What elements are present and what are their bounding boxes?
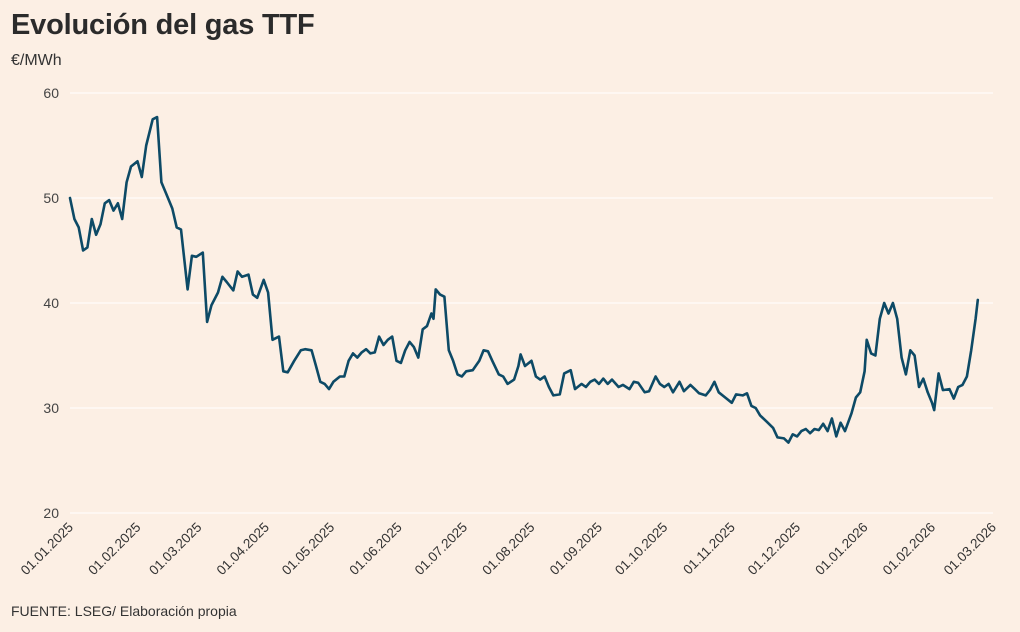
x-tick-label: 01.01.2026 [812,520,870,578]
x-tick-label: 01.04.2025 [214,520,272,578]
x-axis-ticks: 01.01.2025 01.02.2025 01.03.2025 01.04.2025… [18,520,999,578]
y-tick-label: 30 [43,400,59,416]
chart-title: Evolución del gas TTF [11,9,315,41]
unit-label: €/MWh [11,52,62,69]
x-tick-label: 01.06.2025 [346,520,404,578]
y-axis-ticks: 60 50 40 30 20 [43,85,59,521]
x-tick-label: 01.12.2025 [745,520,803,578]
y-tick-label: 50 [43,190,59,206]
x-tick-label: 01.03.2025 [146,520,204,578]
x-tick-label: 01.11.2025 [680,520,738,578]
x-tick-label: 01.01.2025 [18,520,76,578]
y-tick-label: 60 [43,85,59,101]
x-tick-label: 01.02.2025 [85,520,143,578]
x-tick-label: 01.07.2025 [412,520,470,578]
x-tick-label: 01.08.2025 [479,520,537,578]
x-tick-label: 01.02.2026 [880,520,938,578]
x-tick-label: 01.09.2025 [547,520,605,578]
x-tick-label: 01.10.2025 [612,520,670,578]
x-tick-label: 01.05.2025 [279,520,337,578]
y-tick-label: 20 [43,505,59,521]
source-note: FUENTE: LSEG/ Elaboración propia [11,603,237,619]
grid-lines [70,92,993,514]
x-tick-label: 01.03.2026 [941,520,999,578]
y-tick-label: 40 [43,295,59,311]
series-line [68,115,980,444]
